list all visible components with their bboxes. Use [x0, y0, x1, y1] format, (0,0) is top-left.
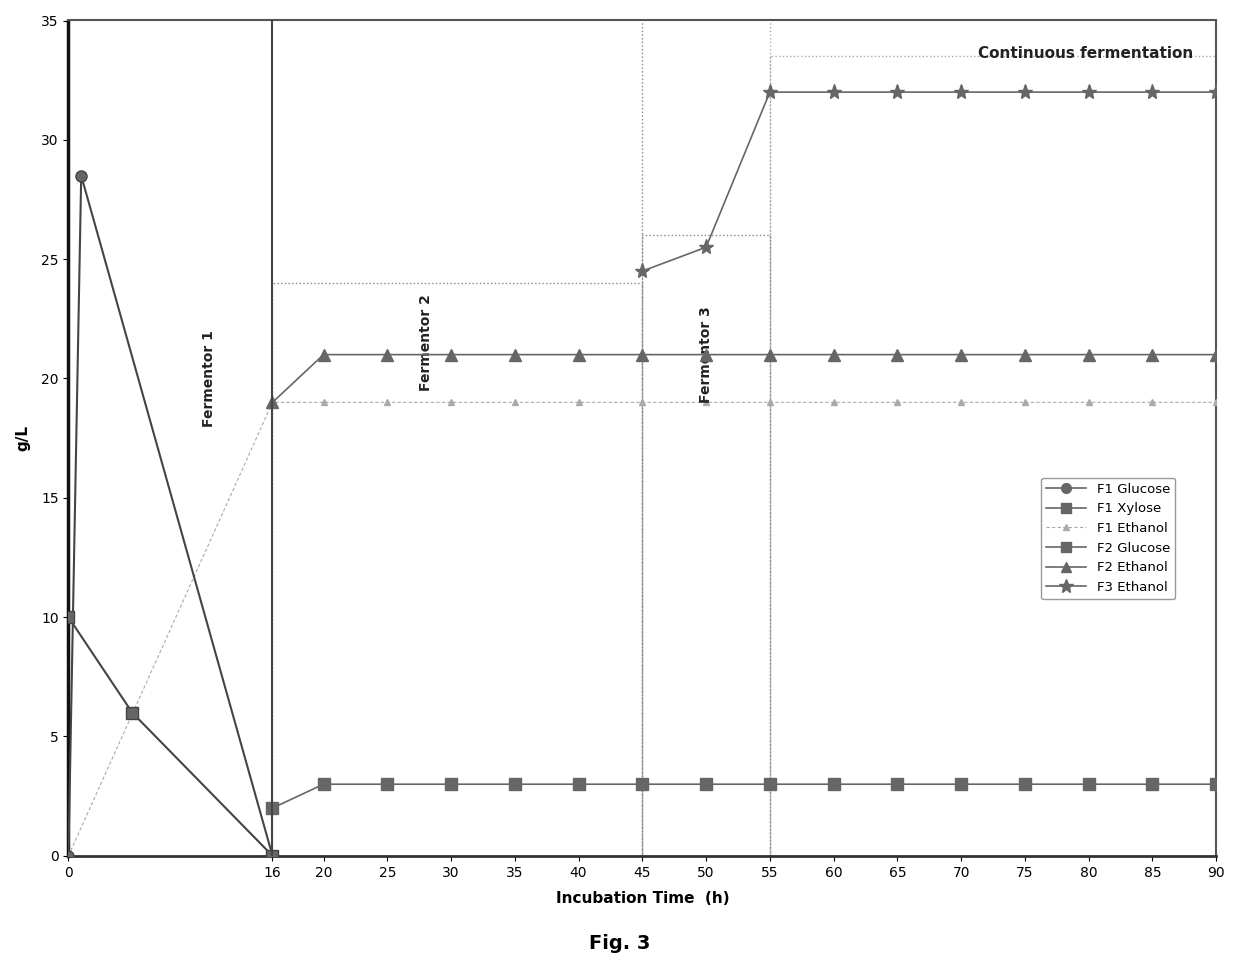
Bar: [642, 235, 770, 855]
F2 Glucose: [698, 779, 713, 790]
F2 Ethanol: [1145, 349, 1159, 361]
F2 Glucose: [1145, 779, 1159, 790]
F3 Ethanol: [1081, 86, 1096, 98]
Line: F1 Ethanol: F1 Ethanol: [64, 399, 1220, 859]
F2 Ethanol: [635, 349, 650, 361]
F1 Glucose: [265, 850, 280, 861]
F2 Glucose: [379, 779, 394, 790]
F1 Ethanol: [1018, 397, 1033, 409]
F2 Ethanol: [1018, 349, 1033, 361]
Line: F3 Ethanol: F3 Ethanol: [635, 84, 1224, 279]
Line: F2 Ethanol: F2 Ethanol: [267, 349, 1221, 408]
Line: F1 Xylose: F1 Xylose: [63, 612, 278, 861]
F1 Ethanol: [379, 397, 394, 409]
Text: Fermentor 1: Fermentor 1: [202, 330, 216, 427]
F2 Glucose: [763, 779, 777, 790]
Text: Continuous fermentation: Continuous fermentation: [978, 46, 1193, 60]
F3 Ethanol: [1145, 86, 1159, 98]
F1 Xylose: [61, 612, 76, 623]
F1 Ethanol: [763, 397, 777, 409]
F2 Glucose: [1081, 779, 1096, 790]
F2 Glucose: [635, 779, 650, 790]
F2 Ethanol: [890, 349, 905, 361]
F1 Ethanol: [572, 397, 587, 409]
F1 Ethanol: [1081, 397, 1096, 409]
F3 Ethanol: [826, 86, 841, 98]
F2 Glucose: [1018, 779, 1033, 790]
F1 Xylose: [265, 850, 280, 861]
Text: Fermentor 3: Fermentor 3: [699, 306, 713, 403]
F3 Ethanol: [954, 86, 968, 98]
F2 Ethanol: [379, 349, 394, 361]
F2 Glucose: [572, 779, 587, 790]
F1 Ethanol: [890, 397, 905, 409]
F2 Glucose: [316, 779, 331, 790]
F1 Ethanol: [954, 397, 968, 409]
F2 Ethanol: [954, 349, 968, 361]
F2 Ethanol: [507, 349, 522, 361]
F1 Xylose: [125, 707, 140, 718]
F2 Ethanol: [1209, 349, 1224, 361]
F2 Glucose: [826, 779, 841, 790]
F2 Glucose: [954, 779, 968, 790]
F2 Ethanol: [316, 349, 331, 361]
F3 Ethanol: [890, 86, 905, 98]
F1 Ethanol: [265, 397, 280, 409]
Text: Fermentor 2: Fermentor 2: [419, 294, 433, 391]
F2 Glucose: [507, 779, 522, 790]
F2 Ethanol: [826, 349, 841, 361]
F1 Ethanol: [1209, 397, 1224, 409]
Line: F2 Glucose: F2 Glucose: [267, 779, 1221, 813]
F1 Glucose: [73, 170, 88, 181]
F3 Ethanol: [698, 242, 713, 253]
F2 Ethanol: [1081, 349, 1096, 361]
F2 Ethanol: [444, 349, 459, 361]
F1 Ethanol: [316, 397, 331, 409]
F2 Ethanol: [265, 397, 280, 409]
F1 Ethanol: [635, 397, 650, 409]
Text: Fig. 3: Fig. 3: [589, 934, 651, 953]
X-axis label: Incubation Time  (h): Incubation Time (h): [556, 891, 729, 905]
F1 Glucose: [61, 850, 76, 861]
F1 Ethanol: [507, 397, 522, 409]
Bar: [273, 283, 642, 855]
F2 Glucose: [1209, 779, 1224, 790]
F2 Glucose: [890, 779, 905, 790]
Line: F1 Glucose: F1 Glucose: [63, 170, 278, 861]
F3 Ethanol: [763, 86, 777, 98]
Bar: [770, 57, 1216, 855]
F3 Ethanol: [635, 266, 650, 277]
F2 Glucose: [265, 803, 280, 814]
F1 Ethanol: [826, 397, 841, 409]
Legend: F1 Glucose, F1 Xylose, F1 Ethanol, F2 Glucose, F2 Ethanol, F3 Ethanol: F1 Glucose, F1 Xylose, F1 Ethanol, F2 Gl…: [1042, 478, 1176, 599]
F3 Ethanol: [1209, 86, 1224, 98]
Y-axis label: g/L: g/L: [15, 425, 30, 451]
F2 Ethanol: [572, 349, 587, 361]
F1 Ethanol: [61, 850, 76, 861]
F2 Glucose: [444, 779, 459, 790]
F2 Ethanol: [698, 349, 713, 361]
F1 Ethanol: [444, 397, 459, 409]
F1 Ethanol: [1145, 397, 1159, 409]
F1 Ethanol: [698, 397, 713, 409]
F3 Ethanol: [1018, 86, 1033, 98]
F2 Ethanol: [763, 349, 777, 361]
